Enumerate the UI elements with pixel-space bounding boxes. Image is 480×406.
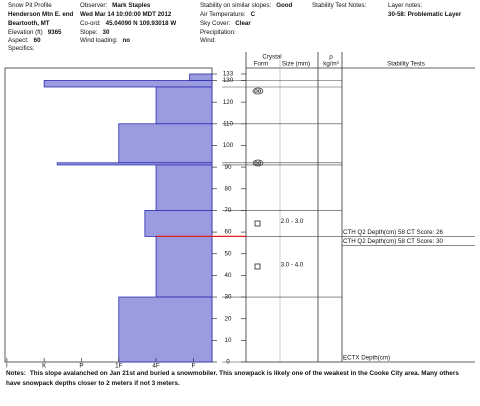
notes-text: This slope avalanched on Jan 21st and bu… [6,370,459,387]
stability-test: CTH Q2 Depth(cm) 58 CT Score: 26 [343,229,444,236]
hardness-tick-label: P [79,363,83,370]
hardness-bar [155,86,213,125]
header-field: Wind loading: no [80,37,130,45]
height-tick-label: 60 [225,229,232,236]
height-tick-label: 133 [223,71,234,78]
field-value: 45.04090 N 109.93018 W [105,20,177,27]
grain-symbol [254,263,261,270]
header-field: Layer notes: [388,2,422,10]
height-tick-label: 30 [225,294,232,301]
grain-size: 3.0 - 4.0 [281,261,304,268]
height-tick-label: 110 [223,120,233,127]
stability-test: CTH Q2 Depth(cm) 58 CT Score: 30 [343,238,444,245]
field-label: Slope: [80,29,98,36]
field-label: Co-ord: [80,20,101,27]
field-value: C [250,11,256,18]
field-label: Stability on similar slopes: [200,2,272,9]
field-label: Snow Pit Profile [8,2,52,9]
field-label: Elevation (ft) [8,29,43,36]
field-value: no [122,37,131,44]
hardness-bar [189,73,213,81]
header-field: Sky Cover: Clear [200,20,251,28]
height-tick-label: 100 [223,142,234,149]
field-value: 30-58: Problematic Layer [388,11,462,18]
field-value: Clear [235,20,251,27]
hardness-bar [144,210,213,237]
field-label: Air Temperature: [200,11,246,18]
hardness-tick-label: 4F [152,363,159,370]
notes-label: Notes: [6,370,26,377]
height-tick-label: 20 [225,315,232,322]
size-header: Size (mm) [282,61,310,68]
field-label: Specifics: [8,45,35,52]
height-tick-label: 50 [225,250,232,257]
field-label: Wind: [200,37,216,44]
field-label: Aspect: [8,37,29,44]
grain-size: 2.0 - 3.0 [281,218,304,225]
height-tick-label: 120 [223,99,234,106]
hardness-tick-label: K [42,363,47,370]
header-field: Slope: 30 [80,29,109,37]
stability-test: ECTX Depth(cm) [343,355,390,362]
height-tick-label: 70 [225,207,232,214]
header-field: Co-ord: 45.04090 N 109.93018 W [80,20,176,28]
field-value: 30 [102,29,110,36]
grain-symbol [252,87,264,95]
hardness-bar [118,123,213,164]
hardness-bar [118,296,213,363]
header-field: Wind: [200,37,216,45]
header-field: Snow Pit Profile [8,2,52,10]
hardness-tick-label: I [6,363,8,370]
field-value: Mark Staples [112,2,151,9]
header-field: Specifics: [8,45,34,53]
field-value: Wed Mar 14 10:00:00 MDT 2012 [80,11,172,18]
header-field: Stability Test Notes: [312,2,366,10]
height-tick-label: 130 [223,77,234,84]
density-unit: kg/m³ [323,61,338,68]
header-field: Elevation (ft) 9365 [8,29,62,37]
field-label: Observer: [80,2,108,9]
height-tick-label: 0 [226,359,230,366]
field-label: Stability Test Notes: [312,2,367,9]
header-field: Wed Mar 14 10:00:00 MDT 2012 [80,11,171,19]
hardness-bar [56,162,213,166]
height-tick-label: 80 [225,185,232,192]
field-label: Wind loading: [80,37,118,44]
field-value: Good [276,2,293,9]
density-header: ρ [329,54,333,61]
crystal-header: Crystal [262,54,281,61]
header-field: Stability on similar slopes: Good [200,2,292,10]
hardness-bar [43,80,213,88]
field-value: Beartooth, MT [8,20,50,27]
height-tick-label: 10 [225,337,232,344]
field-label: Layer notes: [388,2,423,9]
header-field: Henderson Mtn E. end [8,11,73,19]
field-value: 60 [33,37,41,44]
header-field: Beartooth, MT [8,20,50,28]
notes: Notes: This slope avalanched on Jan 21st … [6,369,474,389]
field-label: Precipitation: [200,29,236,36]
field-label: Sky Cover: [200,20,231,27]
hardness-tick-label: 1F [115,363,122,370]
stability-header: Stability Tests [387,61,425,68]
height-tick-label: 40 [225,272,232,279]
height-tick-label: 90 [225,164,232,171]
hardness-bar [155,164,213,211]
header-field: Observer: Mark Staples [80,2,150,10]
hardness-bar [155,236,213,298]
hardness-tick-label: F [191,363,195,370]
header-field: Aspect: 60 [8,37,41,45]
field-value: 9365 [47,29,62,36]
grain-symbol [254,220,261,227]
form-header: Form [254,61,268,68]
header-field: Air Temperature: C [200,11,255,19]
header-field: 30-58: Problematic Layer [388,11,461,19]
header-field: Precipitation: [200,29,236,37]
field-value: Henderson Mtn E. end [8,11,74,18]
